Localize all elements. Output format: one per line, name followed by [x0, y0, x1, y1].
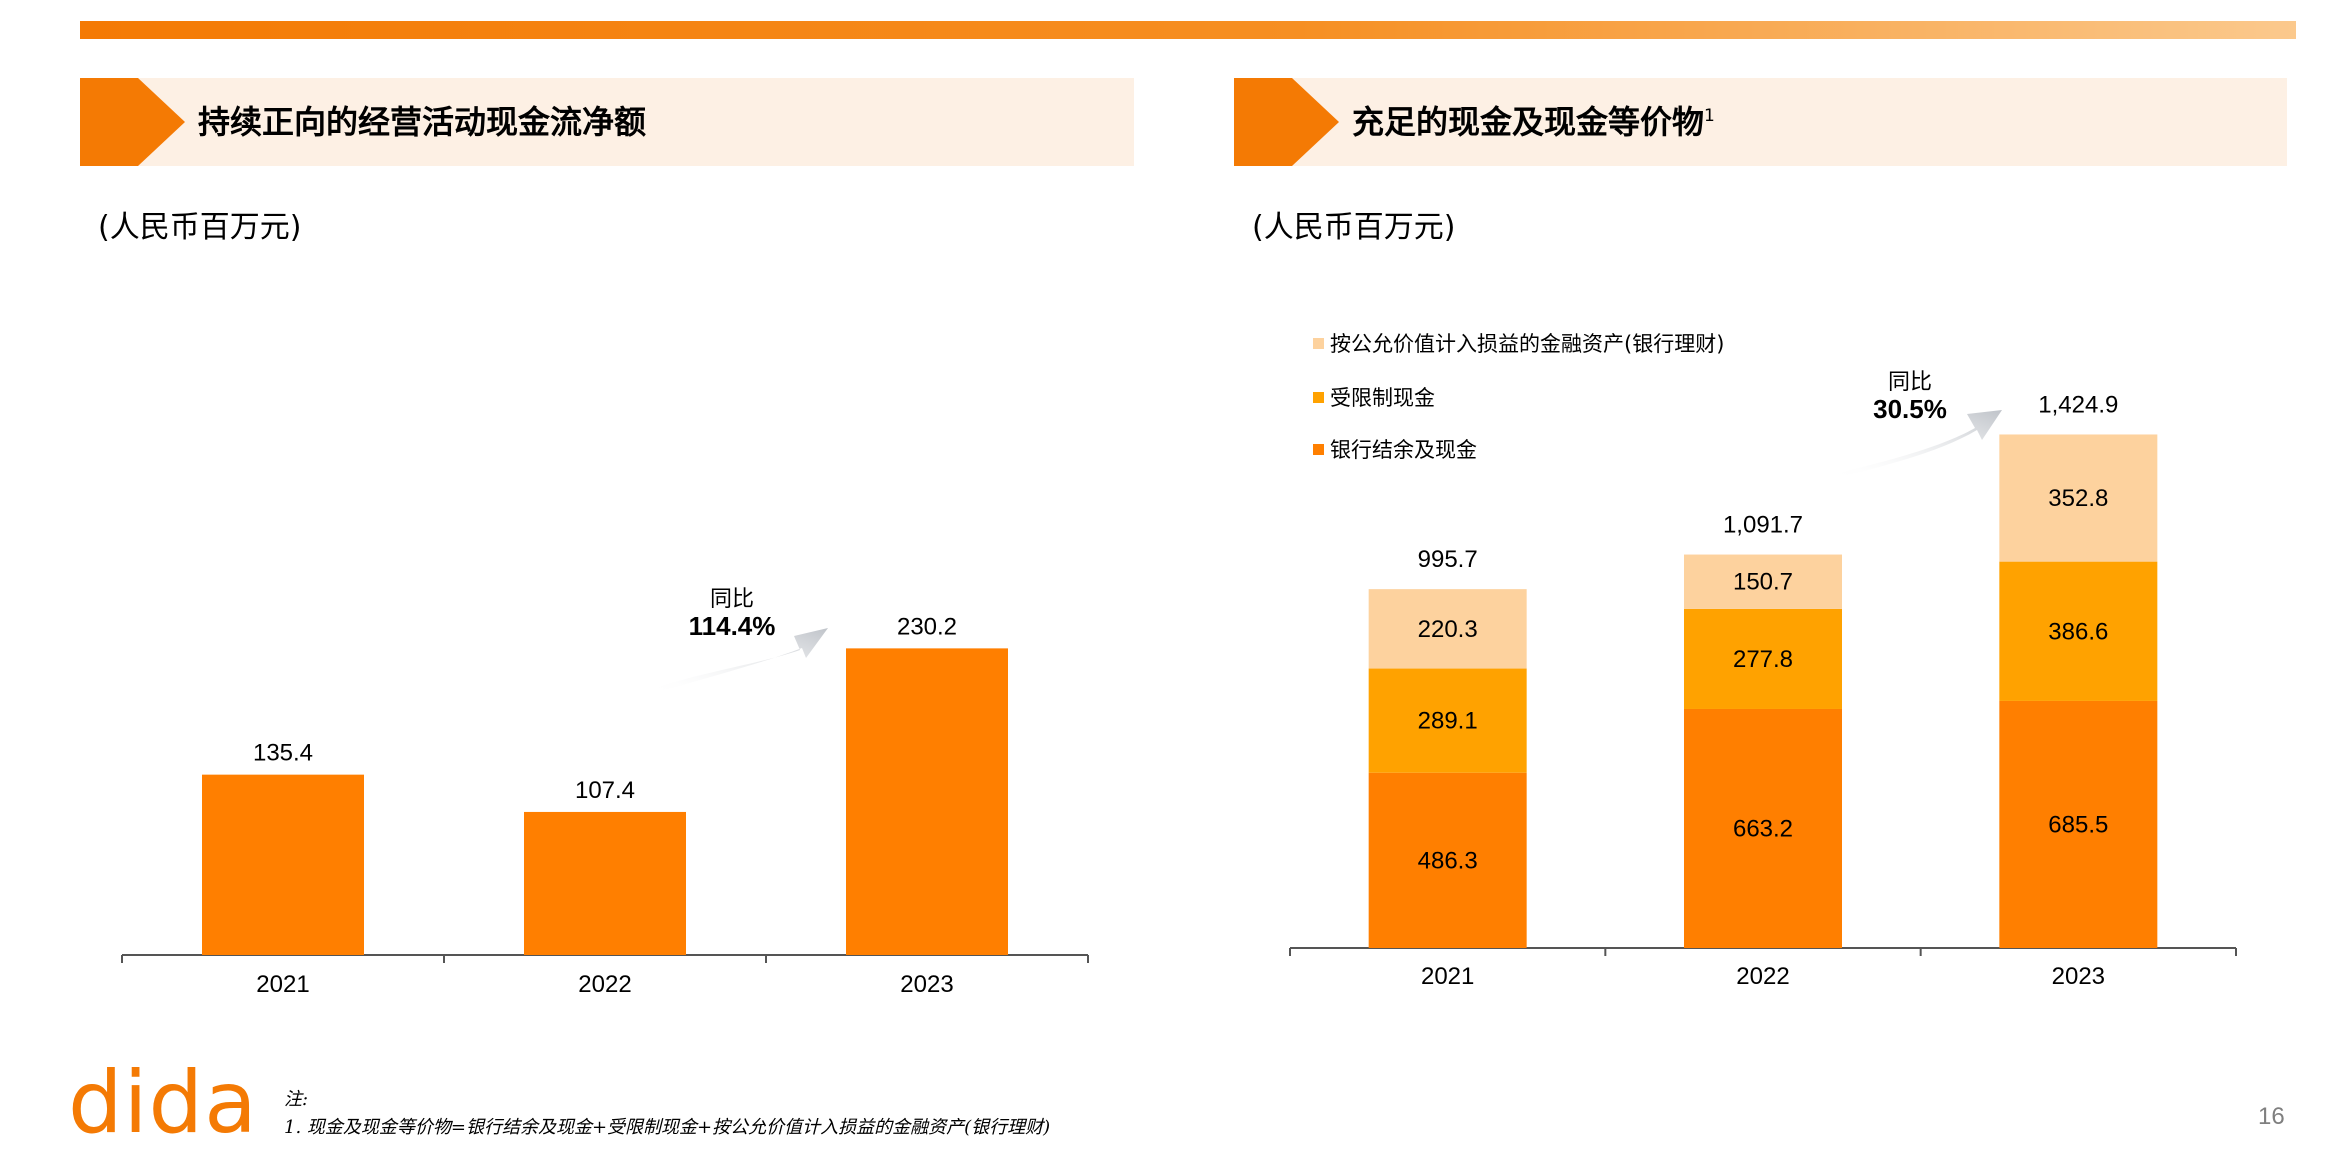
right-segment-value-label: 277.8 — [1733, 646, 1793, 673]
legend-label-fvtpl: 按公允价值计入损益的金融资产(银行理财) — [1330, 332, 1725, 356]
legend-label-restricted-cash: 受限制现金 — [1330, 386, 1435, 410]
left-bar-2023 — [846, 648, 1008, 955]
right-segment-value-label: 386.6 — [2048, 618, 2108, 645]
right-bar-restricted-cash-2021 — [1368, 668, 1527, 773]
right-x-tick-label: 2021 — [1421, 963, 1474, 990]
legend-label-bank-cash: 银行结余及现金 — [1330, 438, 1477, 462]
right-bar-restricted-cash-2022 — [1684, 608, 1842, 709]
right-segment-value-label: 685.5 — [2048, 811, 2108, 838]
right-bar-restricted-cash-2023 — [1999, 561, 2158, 701]
right-bar-fvtpl-2023 — [1999, 434, 2158, 562]
page-number: 16 — [2258, 1103, 2285, 1130]
right-segment-value-label: 663.2 — [1733, 815, 1793, 842]
right-segment-value-label: 486.3 — [1418, 847, 1478, 874]
right-stacked-bar-chart: 486.3 289.1 220.3 995.7 2021 663.2 277.8 150.7 1… — [1289, 391, 2237, 990]
right-segment-value-label: 352.8 — [2048, 485, 2108, 512]
left-bar-chart: 135.4 2021 107.4 2022 230.2 2023 — [121, 613, 1089, 998]
right-yoy-label: 同比 — [1888, 370, 1932, 395]
left-bar-value-label: 135.4 — [253, 740, 313, 767]
legend-item-fvtpl: 按公允价值计入损益的金融资产(银行理财) — [1313, 328, 1724, 358]
left-yoy-label: 同比 — [710, 587, 754, 612]
left-bar-value-label: 230.2 — [897, 613, 957, 640]
dida-logo: dida — [68, 1053, 258, 1153]
right-bar-bank-cash-2022 — [1684, 708, 1842, 948]
legend-item-restricted-cash: 受限制现金 — [1313, 382, 1435, 412]
left-bar-2022 — [524, 811, 686, 955]
right-x-tick-label: 2022 — [1736, 963, 1789, 990]
left-bar-2021 — [202, 774, 364, 955]
legend-swatch-bank-cash — [1313, 443, 1324, 455]
left-bar-value-label: 107.4 — [575, 777, 635, 804]
footnote-title: 注: — [284, 1089, 309, 1110]
right-panel-title-footnote: 1 — [1704, 106, 1715, 126]
right-x-tick-label: 2023 — [2052, 963, 2105, 990]
right-panel-header: 充足的现金及现金等价物1 — [1234, 78, 2287, 166]
right-yoy-value: 30.5% — [1873, 394, 1947, 424]
right-segment-value-label: 289.1 — [1418, 708, 1478, 735]
footnote: 注: 1. 现金及现金等价物=银行结余及现金+受限制现金+按公允价值计入损益的金… — [284, 1086, 1050, 1142]
right-segment-value-label: 150.7 — [1733, 569, 1793, 596]
right-panel-title-text: 充足的现金及现金等价物 — [1352, 103, 1705, 141]
left-x-tick-label: 2022 — [578, 971, 631, 998]
legend-swatch-fvtpl — [1313, 337, 1324, 349]
chevron-icon — [1234, 78, 1339, 166]
legend-item-bank-cash: 银行结余及现金 — [1313, 434, 1477, 464]
left-unit-label: (人民币百万元) — [98, 210, 302, 245]
right-bar-bank-cash-2023 — [1999, 700, 2158, 948]
right-panel-title: 充足的现金及现金等价物1 — [1352, 78, 1715, 166]
right-yoy-arrow — [1830, 410, 2002, 479]
right-unit-label: (人民币百万元) — [1252, 210, 1456, 245]
left-panel-title: 持续正向的经营活动现金流净额 — [198, 103, 647, 141]
right-total-label: 1,091.7 — [1723, 512, 1803, 539]
right-bar-fvtpl-2021 — [1368, 589, 1527, 669]
left-x-tick-label: 2023 — [900, 971, 953, 998]
right-total-label: 995.7 — [1418, 546, 1478, 573]
right-bar-fvtpl-2022 — [1684, 554, 1842, 609]
chevron-icon — [80, 78, 185, 166]
footnote-line: 1. 现金及现金等价物=银行结余及现金+受限制现金+按公允价值计入损益的金融资产… — [284, 1117, 1051, 1138]
top-accent-bar — [80, 21, 2296, 39]
legend-swatch-restricted-cash — [1313, 391, 1324, 403]
left-panel-header: 持续正向的经营活动现金流净额 — [80, 78, 1134, 166]
left-yoy-value: 114.4% — [689, 611, 776, 641]
left-yoy-arrow — [650, 628, 828, 694]
right-total-label: 1,424.9 — [2038, 391, 2118, 418]
left-x-tick-label: 2021 — [256, 971, 309, 998]
right-bar-bank-cash-2021 — [1368, 772, 1527, 948]
right-segment-value-label: 220.3 — [1418, 616, 1478, 643]
